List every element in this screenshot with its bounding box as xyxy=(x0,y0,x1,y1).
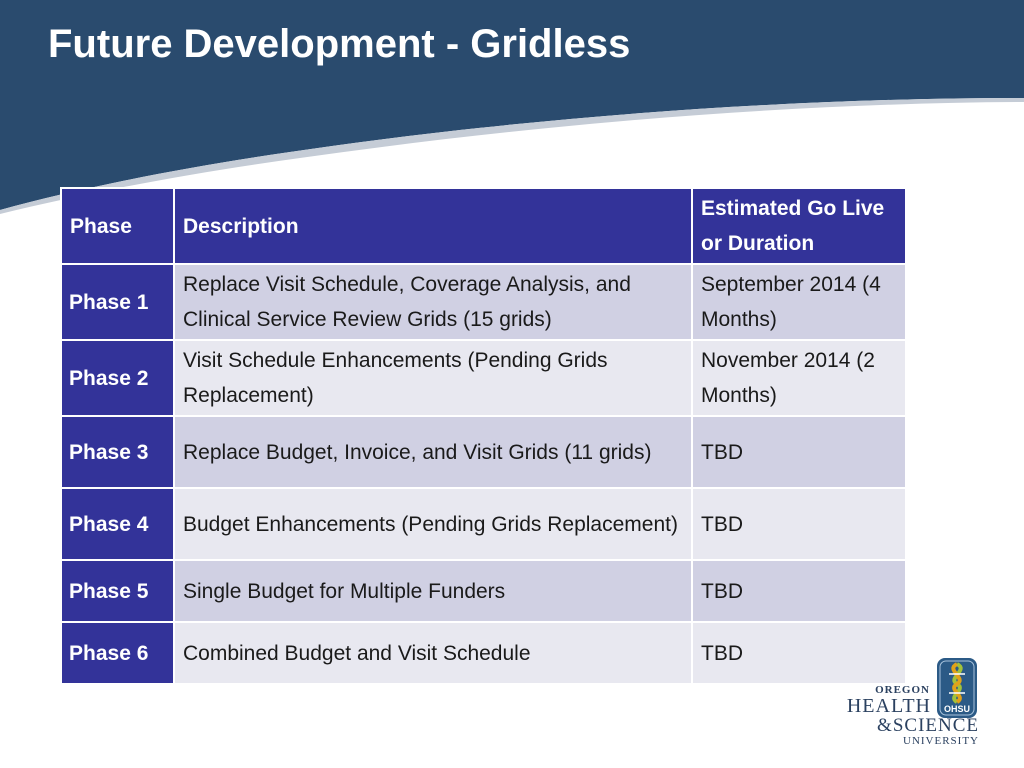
phase-label: Phase 3 xyxy=(60,415,175,489)
logo-line-science: &SCIENCE xyxy=(877,715,979,736)
phase-estimate: TBD xyxy=(691,487,907,561)
phase-description: Replace Budget, Invoice, and Visit Grids… xyxy=(173,415,693,489)
logo-line-health: HEALTH xyxy=(846,695,931,717)
table-header-row: Phase Description Estimated Go Live or D… xyxy=(60,187,907,265)
table-row: Phase 6 Combined Budget and Visit Schedu… xyxy=(60,621,907,685)
phase-description: Budget Enhancements (Pending Grids Repla… xyxy=(173,487,693,561)
phase-description: Replace Visit Schedule, Coverage Analysi… xyxy=(173,263,693,341)
phase-estimate: TBD xyxy=(691,415,907,489)
table-row: Phase 4 Budget Enhancements (Pending Gri… xyxy=(60,487,907,561)
column-header-estimate: Estimated Go Live or Duration xyxy=(691,187,907,265)
phase-label: Phase 6 xyxy=(60,621,175,685)
phase-estimate: November 2014 (2 Months) xyxy=(691,339,907,417)
phase-table: Phase Description Estimated Go Live or D… xyxy=(60,187,907,685)
phase-description: Combined Budget and Visit Schedule xyxy=(173,621,693,685)
table-row: Phase 5 Single Budget for Multiple Funde… xyxy=(60,559,907,623)
phase-label: Phase 2 xyxy=(60,339,175,417)
phase-estimate: TBD xyxy=(691,621,907,685)
table-row: Phase 1 Replace Visit Schedule, Coverage… xyxy=(60,263,907,341)
slide-title: Future Development - Gridless xyxy=(48,22,631,66)
phase-description: Visit Schedule Enhancements (Pending Gri… xyxy=(173,339,693,417)
column-header-description: Description xyxy=(173,187,693,265)
logo-line-university: UNIVERSITY xyxy=(903,735,979,747)
phase-description: Single Budget for Multiple Funders xyxy=(173,559,693,623)
phase-estimate: TBD xyxy=(691,559,907,623)
column-header-phase: Phase xyxy=(60,187,175,265)
ohsu-shield-icon: OHSU xyxy=(937,658,977,718)
phase-label: Phase 5 xyxy=(60,559,175,623)
phase-label: Phase 4 xyxy=(60,487,175,561)
logo-line-oregon: OREGON xyxy=(875,684,930,696)
table-row: Phase 2 Visit Schedule Enhancements (Pen… xyxy=(60,339,907,417)
header-band xyxy=(0,0,1024,214)
phase-estimate: September 2014 (4 Months) xyxy=(691,263,907,341)
table-row: Phase 3 Replace Budget, Invoice, and Vis… xyxy=(60,415,907,489)
logo-badge: OHSU xyxy=(944,704,970,714)
phase-label: Phase 1 xyxy=(60,263,175,341)
ohsu-logo: OREGON HEALTH &SCIENCE UNIVERSITY OHSU xyxy=(845,655,980,750)
